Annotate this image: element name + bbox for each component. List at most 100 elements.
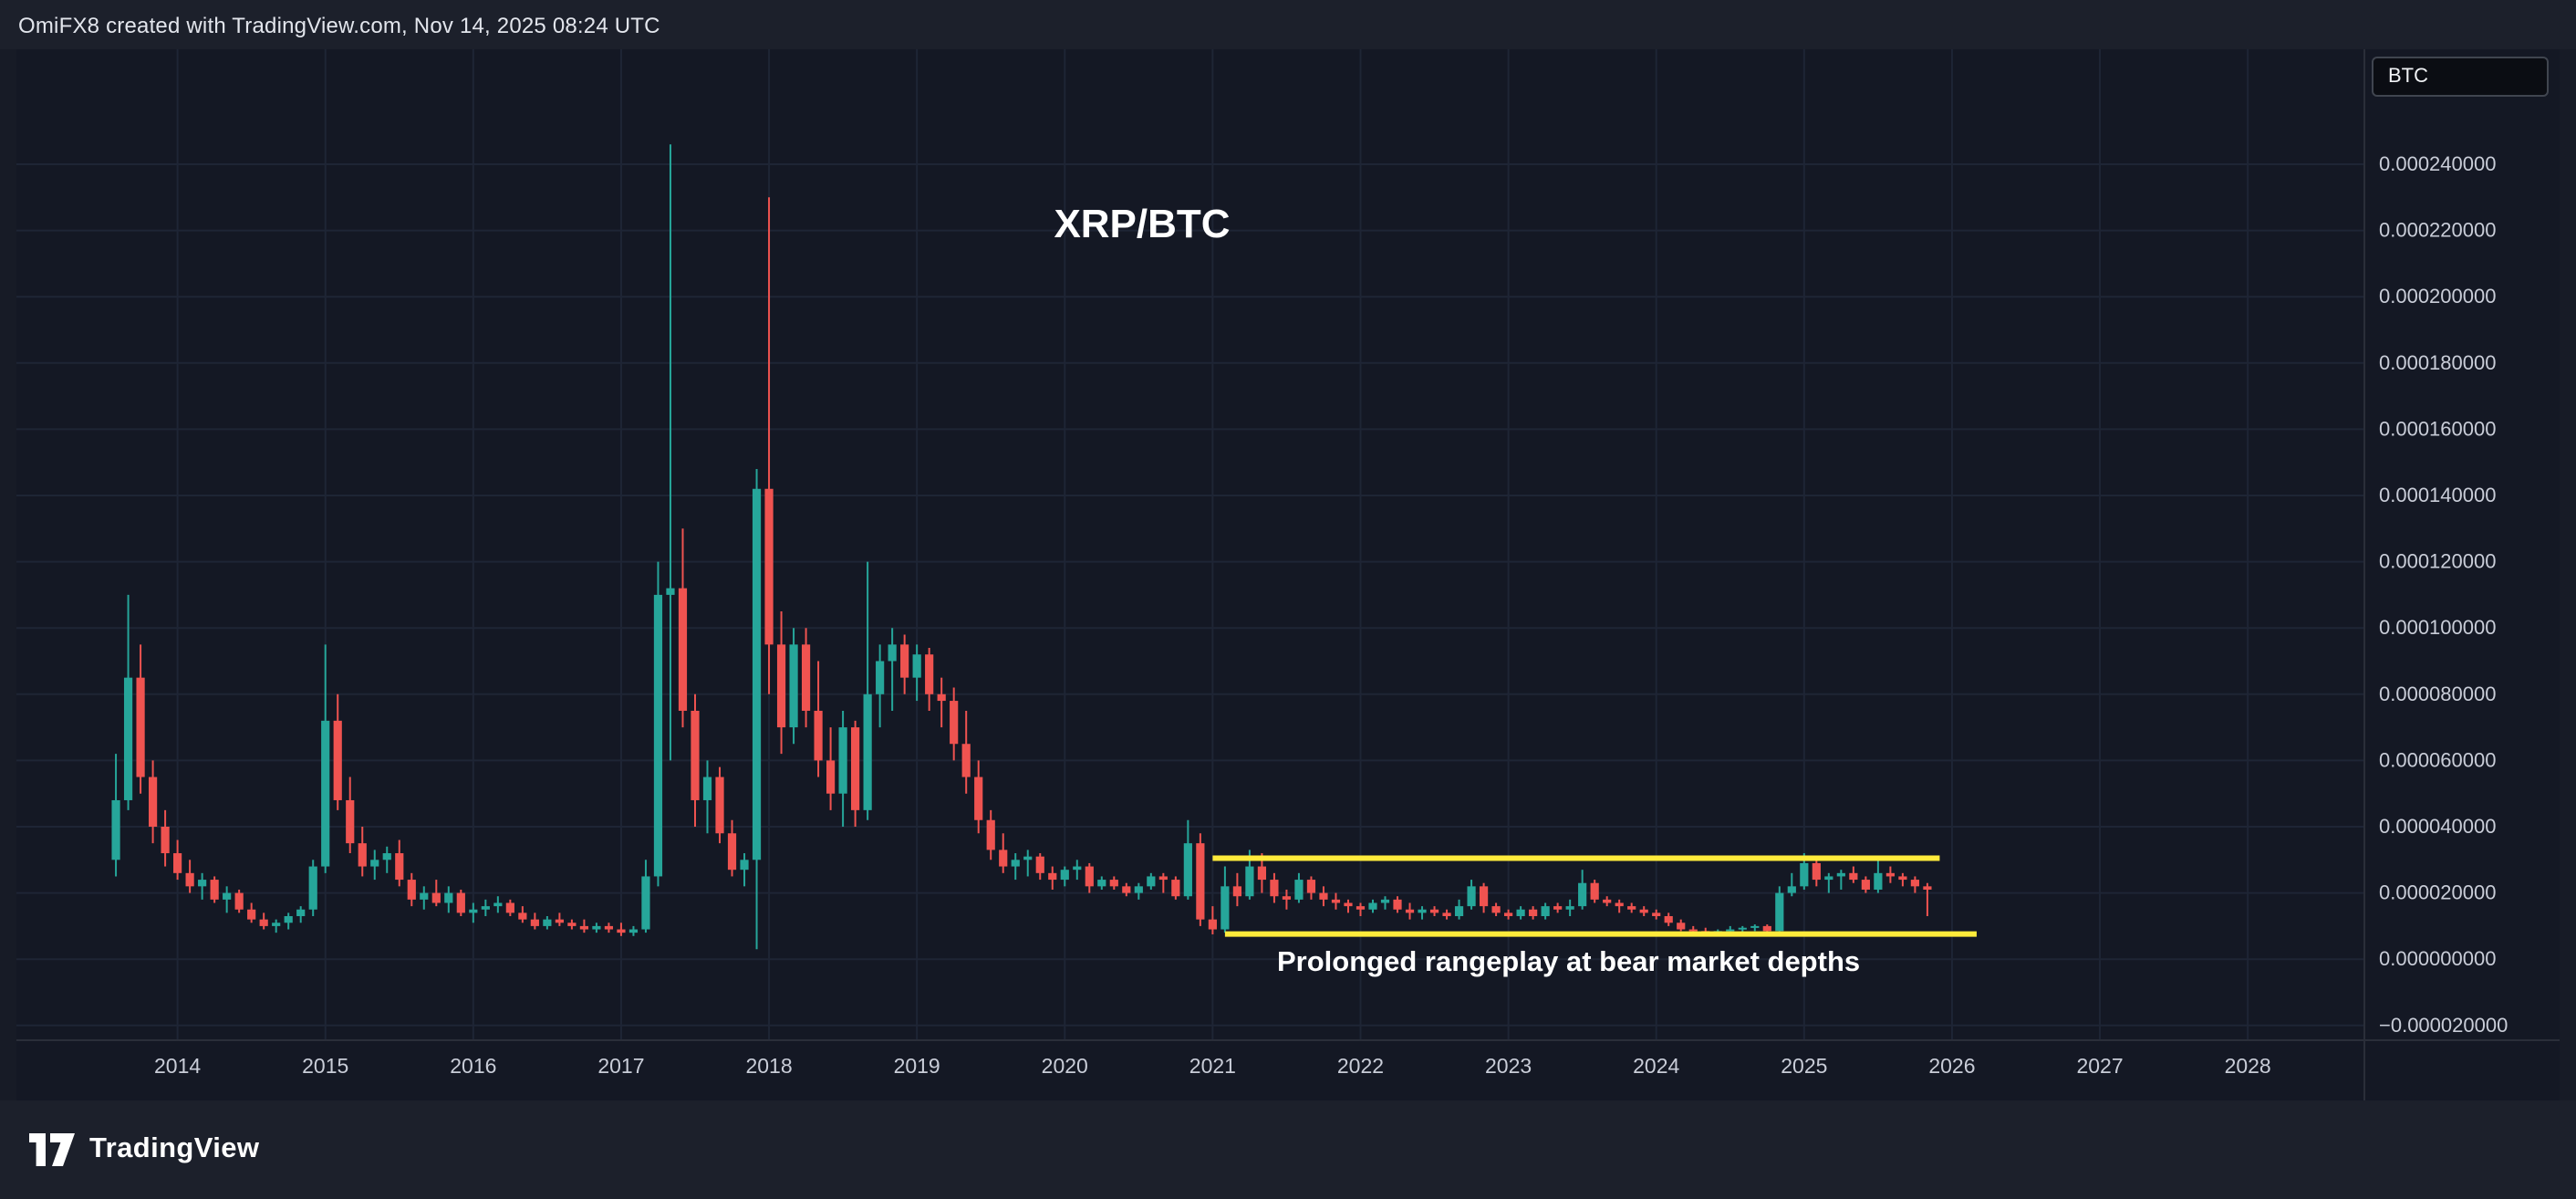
candle[interactable] xyxy=(567,919,576,930)
candle[interactable] xyxy=(814,661,823,777)
candle[interactable] xyxy=(1282,889,1292,910)
candle[interactable] xyxy=(1097,876,1106,890)
candle[interactable] xyxy=(617,923,626,936)
candle[interactable] xyxy=(333,693,342,810)
candle[interactable] xyxy=(1368,899,1377,913)
candle[interactable] xyxy=(702,760,712,834)
candle[interactable] xyxy=(1516,906,1525,920)
candle[interactable] xyxy=(1467,880,1476,910)
candle[interactable] xyxy=(136,644,145,794)
candle[interactable] xyxy=(1615,899,1624,913)
candle[interactable] xyxy=(1048,866,1057,890)
candle[interactable] xyxy=(592,923,601,933)
candle[interactable] xyxy=(937,677,946,728)
candle[interactable] xyxy=(1171,876,1180,900)
candle[interactable] xyxy=(1073,860,1082,881)
candle[interactable] xyxy=(1479,882,1489,913)
candle[interactable] xyxy=(838,710,847,827)
candle[interactable] xyxy=(1652,909,1661,920)
candle[interactable] xyxy=(1578,870,1587,910)
candle[interactable] xyxy=(1196,833,1205,926)
candle[interactable] xyxy=(1344,899,1353,913)
candle[interactable] xyxy=(296,906,306,923)
candle[interactable] xyxy=(493,896,503,913)
candle[interactable] xyxy=(999,833,1008,873)
candle[interactable] xyxy=(1836,870,1845,890)
candle[interactable] xyxy=(691,693,700,827)
candle[interactable] xyxy=(382,846,391,873)
candle[interactable] xyxy=(111,754,120,877)
candle[interactable] xyxy=(1147,872,1156,890)
candle[interactable] xyxy=(173,839,182,881)
candle[interactable] xyxy=(259,912,268,930)
candle[interactable] xyxy=(666,144,675,761)
candle[interactable] xyxy=(420,886,429,910)
candle[interactable] xyxy=(395,839,404,887)
candle[interactable] xyxy=(1639,906,1648,917)
candle[interactable] xyxy=(579,919,589,933)
candle[interactable] xyxy=(1529,906,1538,920)
candle[interactable] xyxy=(1849,866,1858,883)
candle[interactable] xyxy=(1319,886,1328,907)
candle[interactable] xyxy=(764,197,774,694)
candle[interactable] xyxy=(1603,896,1612,907)
candle[interactable] xyxy=(1664,912,1673,926)
candle[interactable] xyxy=(1393,896,1402,913)
candle[interactable] xyxy=(1775,886,1784,933)
candle[interactable] xyxy=(1824,872,1833,893)
candle[interactable] xyxy=(1023,850,1033,877)
candle[interactable] xyxy=(925,647,934,711)
candle[interactable] xyxy=(1503,909,1513,920)
tradingview-logo[interactable]: TradingView xyxy=(29,1133,259,1166)
candle[interactable] xyxy=(950,687,959,761)
candle[interactable] xyxy=(1270,872,1279,903)
candle[interactable] xyxy=(986,809,995,860)
candle[interactable] xyxy=(1429,906,1439,917)
candle[interactable] xyxy=(1812,856,1821,887)
candle[interactable] xyxy=(1590,880,1599,903)
candle[interactable] xyxy=(370,850,379,881)
candle[interactable] xyxy=(912,644,921,702)
range-lines[interactable] xyxy=(1212,855,1977,937)
candle[interactable] xyxy=(1454,899,1464,920)
candle[interactable] xyxy=(1380,896,1390,910)
candle[interactable] xyxy=(900,634,909,694)
candle[interactable] xyxy=(530,912,539,930)
candle[interactable] xyxy=(1923,882,1932,917)
candle[interactable] xyxy=(1491,902,1501,917)
price-scale-unit-button[interactable]: BTC xyxy=(2372,57,2549,97)
candle[interactable] xyxy=(444,886,453,913)
candle[interactable] xyxy=(1183,819,1192,900)
candle[interactable] xyxy=(321,644,330,873)
time-axis[interactable]: 2014 2015 2016 2017 2018 2019 2020 2021 2022 2023… xyxy=(154,1054,2271,1078)
candle[interactable] xyxy=(185,860,194,893)
chart-pane[interactable] xyxy=(16,49,2560,1100)
candle[interactable] xyxy=(628,925,639,936)
candle[interactable] xyxy=(284,912,293,930)
candle[interactable] xyxy=(1356,902,1366,917)
candle[interactable] xyxy=(740,853,749,887)
candle[interactable] xyxy=(776,611,786,755)
candle[interactable] xyxy=(481,899,490,917)
candle[interactable] xyxy=(210,876,219,903)
candle[interactable] xyxy=(234,889,244,913)
candle[interactable] xyxy=(1787,872,1796,897)
candle[interactable] xyxy=(223,886,232,913)
candle[interactable] xyxy=(801,628,811,728)
candle[interactable] xyxy=(518,906,527,923)
candle[interactable] xyxy=(1134,882,1143,900)
candle[interactable] xyxy=(358,827,367,877)
candle[interactable] xyxy=(555,912,564,926)
candle[interactable] xyxy=(727,819,737,877)
candle[interactable] xyxy=(1405,902,1415,920)
candle[interactable] xyxy=(826,727,836,810)
candle[interactable] xyxy=(1553,902,1563,913)
candle[interactable] xyxy=(604,923,614,933)
candle[interactable] xyxy=(974,760,983,834)
candle[interactable] xyxy=(1861,876,1870,893)
candle[interactable] xyxy=(198,872,207,900)
candle[interactable] xyxy=(1060,866,1069,887)
candle[interactable] xyxy=(1418,906,1427,920)
candle[interactable] xyxy=(752,468,762,950)
